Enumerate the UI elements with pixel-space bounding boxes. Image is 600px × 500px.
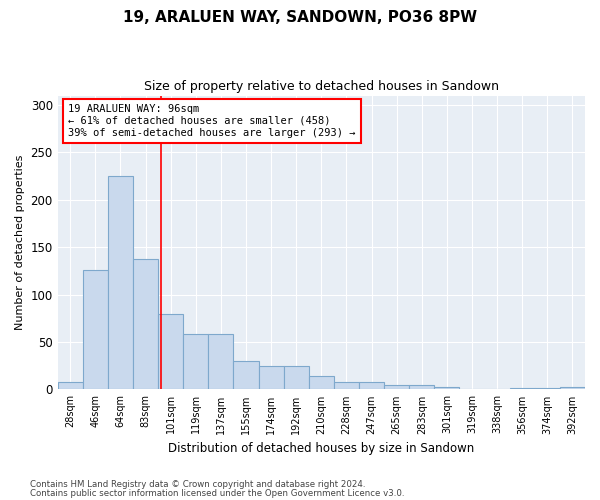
Bar — [560, 386, 585, 390]
Bar — [384, 384, 409, 390]
Text: 19, ARALUEN WAY, SANDOWN, PO36 8PW: 19, ARALUEN WAY, SANDOWN, PO36 8PW — [123, 10, 477, 25]
Bar — [334, 382, 359, 390]
Text: 19 ARALUEN WAY: 96sqm
← 61% of detached houses are smaller (458)
39% of semi-det: 19 ARALUEN WAY: 96sqm ← 61% of detached … — [68, 104, 356, 138]
Text: Contains HM Land Registry data © Crown copyright and database right 2024.: Contains HM Land Registry data © Crown c… — [30, 480, 365, 489]
Bar — [535, 388, 560, 390]
Bar — [259, 366, 284, 390]
Bar — [309, 376, 334, 390]
Bar — [359, 382, 384, 390]
Bar — [158, 314, 183, 390]
Bar — [58, 382, 83, 390]
Bar — [434, 386, 460, 390]
Bar — [409, 384, 434, 390]
Title: Size of property relative to detached houses in Sandown: Size of property relative to detached ho… — [144, 80, 499, 93]
Bar — [284, 366, 309, 390]
Text: Contains public sector information licensed under the Open Government Licence v3: Contains public sector information licen… — [30, 489, 404, 498]
Bar — [233, 361, 259, 390]
Bar — [133, 258, 158, 390]
Bar — [208, 334, 233, 390]
X-axis label: Distribution of detached houses by size in Sandown: Distribution of detached houses by size … — [168, 442, 475, 455]
Bar — [83, 270, 108, 390]
Bar — [509, 388, 535, 390]
Bar — [183, 334, 208, 390]
Bar — [108, 176, 133, 390]
Y-axis label: Number of detached properties: Number of detached properties — [15, 155, 25, 330]
